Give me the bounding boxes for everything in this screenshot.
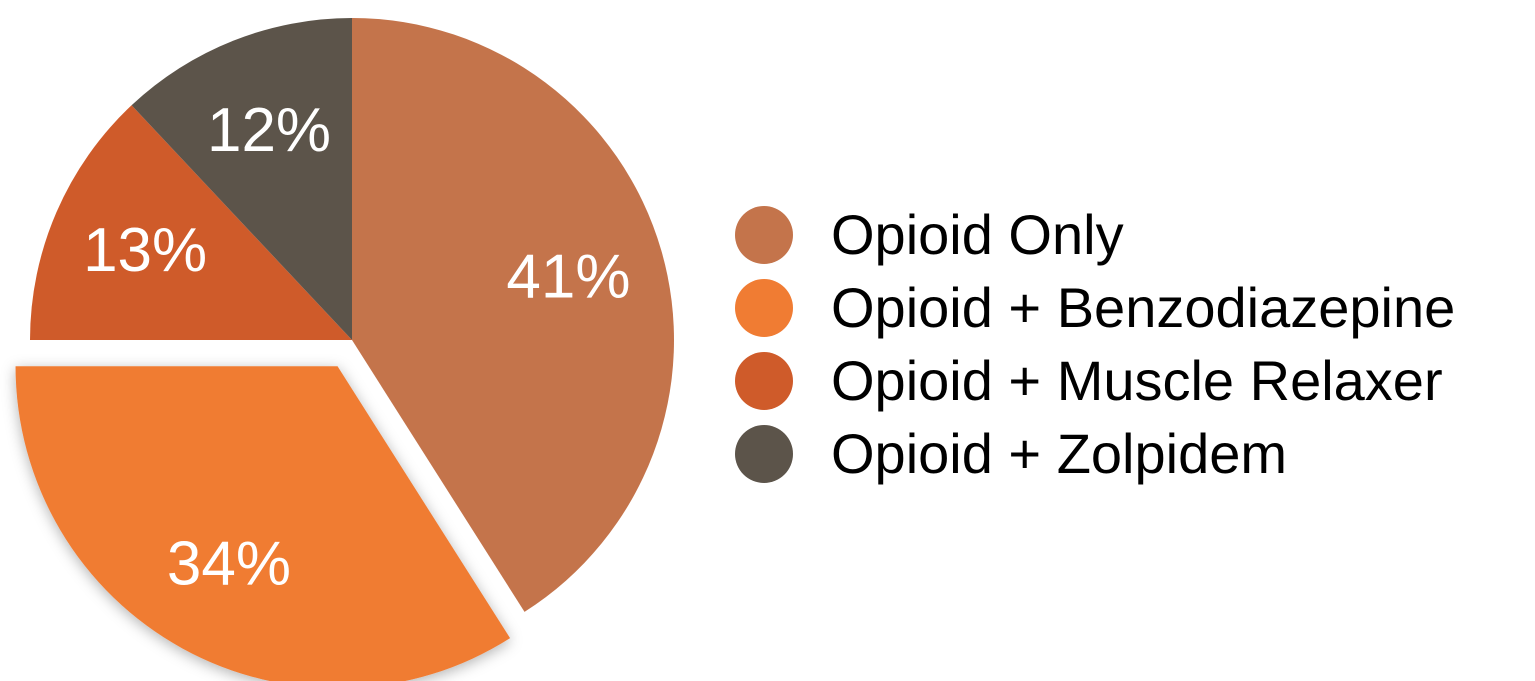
- pie-slice-label-opioid-only: 41%: [506, 243, 630, 312]
- pie-slice-opioid-muscle-relaxer: [30, 105, 352, 341]
- legend-swatch-opioid-benzodiazepine: [735, 278, 793, 337]
- legend: Opioid Only Opioid + Benzodiazepine Opioid…: [735, 198, 1455, 490]
- legend-item-opioid-muscle-relaxer: Opioid + Muscle Relaxer: [735, 344, 1455, 417]
- pie-slice-label-opioid-benzodiazepine: 34%: [167, 529, 291, 598]
- legend-label-opioid-zolpidem: Opioid + Zolpidem: [831, 421, 1288, 485]
- pie-slices: [15, 18, 675, 681]
- legend-label-opioid-muscle-relaxer: Opioid + Muscle Relaxer: [831, 348, 1443, 412]
- pie-slice-label-opioid-muscle-relaxer: 13%: [83, 216, 207, 285]
- pie-slice-labels: 41% 34% 13%12%: [83, 96, 630, 598]
- legend-item-opioid-benzodiazepine: Opioid + Benzodiazepine: [735, 271, 1455, 344]
- legend-swatch-opioid-muscle-relaxer: [735, 351, 793, 410]
- pie-slice-opioid-only: [352, 18, 675, 612]
- legend-label-opioid-only: Opioid Only: [831, 202, 1124, 266]
- legend-label-opioid-benzodiazepine: Opioid + Benzodiazepine: [831, 275, 1456, 339]
- legend-item-opioid-zolpidem: Opioid + Zolpidem: [735, 417, 1455, 490]
- legend-swatch-opioid-only: [735, 205, 793, 264]
- pie-slice-label-opioid-zolpidem: 12%: [207, 96, 331, 165]
- legend-swatch-opioid-zolpidem: [735, 424, 793, 483]
- pie-slice-opioid-benzodiazepine: [15, 366, 511, 681]
- legend-item-opioid-only: Opioid Only: [735, 198, 1455, 271]
- pie-slice-opioid-zolpidem: [131, 18, 352, 340]
